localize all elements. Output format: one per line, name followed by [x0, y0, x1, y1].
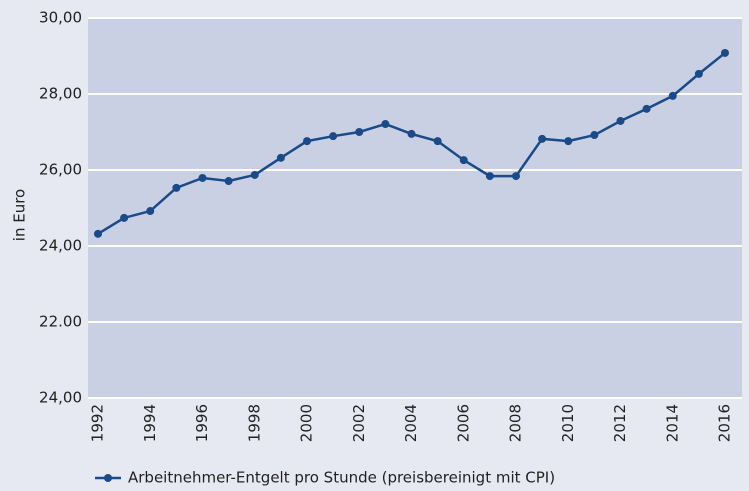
x-tick-label: 2002 — [350, 404, 368, 442]
data-point — [224, 177, 233, 186]
x-tick-label: 2006 — [454, 404, 472, 442]
data-point — [721, 48, 729, 57]
x-tick-label: 1998 — [245, 404, 263, 442]
data-point — [433, 137, 442, 146]
x-tick-label: 1996 — [193, 404, 211, 442]
y-tick-label: 24,00 — [39, 237, 82, 255]
data-point — [120, 213, 129, 222]
x-tick-label: 1992 — [89, 404, 107, 442]
y-tick-label: 28,00 — [39, 85, 82, 103]
y-tick-label: 24,00 — [39, 389, 82, 407]
y-tick-label: 26,00 — [39, 161, 82, 179]
plot-area — [88, 18, 742, 398]
data-point — [616, 116, 625, 125]
data-point — [303, 137, 311, 146]
data-point — [381, 120, 390, 129]
x-tick-label: 2010 — [559, 404, 577, 442]
data-point — [459, 156, 468, 165]
x-tick-label: 2014 — [663, 404, 681, 442]
y-axis-label: in Euro — [11, 189, 29, 241]
x-tick-label: 2012 — [611, 404, 629, 442]
data-point — [642, 104, 651, 113]
data-point — [590, 131, 599, 140]
data-point — [694, 69, 703, 78]
x-tick-label: 2000 — [298, 404, 316, 442]
y-tick-label: 30,00 — [39, 9, 82, 27]
data-point — [146, 207, 155, 216]
data-point — [407, 129, 416, 138]
data-point — [538, 134, 547, 143]
data-point — [355, 128, 364, 136]
data-point — [512, 172, 520, 181]
data-point — [94, 229, 102, 238]
data-point — [250, 170, 259, 179]
x-tick-label: 2016 — [716, 404, 734, 442]
data-point — [668, 91, 677, 100]
data-point — [329, 132, 338, 141]
x-tick-label: 1994 — [141, 404, 159, 442]
x-tick-label: 2008 — [507, 404, 525, 442]
legend-marker — [104, 474, 112, 482]
data-point — [172, 183, 181, 192]
data-point — [198, 173, 207, 182]
x-tick-label: 2004 — [402, 404, 420, 442]
data-point — [485, 172, 494, 181]
data-point — [276, 153, 285, 162]
y-tick-label: 22.00 — [39, 313, 82, 331]
data-point — [564, 137, 573, 146]
legend-label: Arbeitnehmer-Entgelt pro Stunde (preisbe… — [128, 469, 555, 487]
